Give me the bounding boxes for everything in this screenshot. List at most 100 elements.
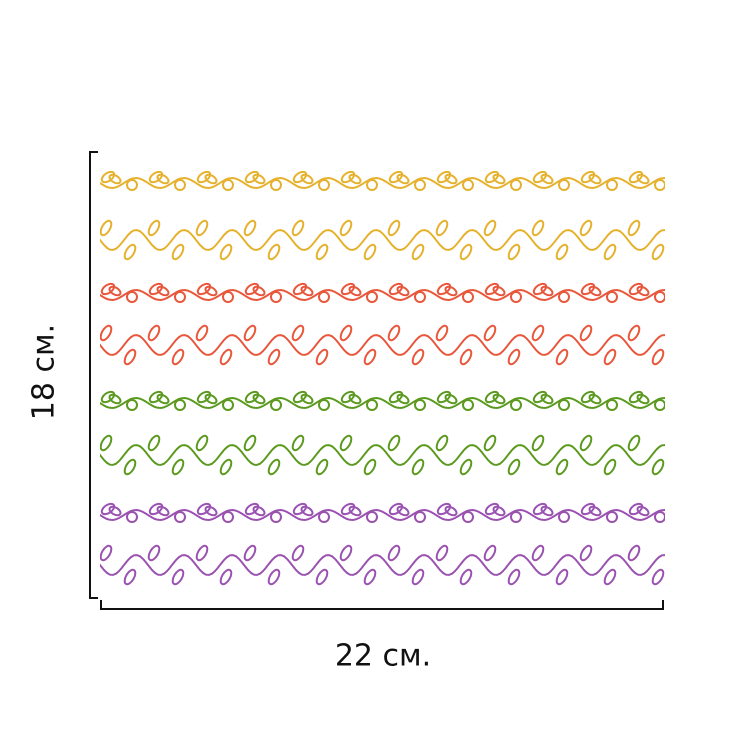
leaf: [291, 544, 305, 562]
leaf: [123, 458, 137, 476]
curl: [606, 291, 618, 303]
width-bracket: [100, 600, 664, 610]
leaf: [555, 458, 569, 476]
leaf: [267, 458, 281, 476]
leaf: [123, 568, 137, 586]
curl: [126, 511, 138, 523]
leaf: [267, 243, 281, 261]
curl: [558, 179, 570, 191]
leaf: [387, 434, 401, 452]
curl: [510, 179, 522, 191]
leaf: [387, 544, 401, 562]
curl: [654, 291, 665, 303]
leaf: [579, 434, 593, 452]
leaf: [676, 170, 692, 185]
leaf: [492, 285, 506, 297]
embroidery-design: [100, 170, 714, 586]
curl: [270, 179, 282, 191]
leaf: [252, 505, 266, 517]
curl: [606, 179, 618, 191]
curl: [510, 291, 522, 303]
leaf: [684, 393, 698, 405]
curl: [270, 399, 282, 411]
leaf: [588, 285, 602, 297]
curl: [414, 179, 426, 191]
leaf: [483, 324, 497, 342]
leaf: [540, 393, 554, 405]
leaf: [100, 324, 113, 342]
leaf: [675, 219, 690, 237]
leaf: [252, 393, 266, 405]
curl: [703, 292, 713, 302]
leaf: [387, 324, 401, 342]
leaf: [243, 434, 257, 452]
leaf: [156, 505, 170, 517]
leaf: [627, 544, 641, 562]
curl: [222, 291, 234, 303]
leaf: [108, 505, 122, 517]
curl: [606, 511, 618, 523]
curl: [126, 179, 138, 191]
leaf: [195, 219, 209, 237]
leaf: [267, 348, 281, 366]
leaf: [339, 324, 353, 342]
leaf: [444, 285, 458, 297]
leaf: [507, 348, 521, 366]
leaf: [195, 544, 209, 562]
height-label: 18 см.: [27, 324, 62, 420]
curl: [558, 511, 570, 523]
curl: [462, 179, 474, 191]
leaf: [300, 505, 314, 517]
leaf: [219, 568, 233, 586]
curl: [174, 511, 186, 523]
leaf: [459, 458, 473, 476]
vine-stem: [100, 334, 665, 356]
leaf: [300, 173, 314, 185]
leaf: [171, 348, 185, 366]
leaf: [483, 544, 497, 562]
vine-stem: [100, 229, 665, 251]
leaf: [348, 285, 362, 297]
leaf: [675, 324, 690, 342]
leaf: [387, 219, 401, 237]
leaf: [291, 219, 305, 237]
leaf: [156, 173, 170, 185]
leaf: [252, 285, 266, 297]
leaf: [348, 173, 362, 185]
leaf: [459, 243, 473, 261]
curl: [654, 179, 665, 191]
leaf: [540, 505, 554, 517]
curl: [654, 511, 665, 523]
leaf: [315, 348, 329, 366]
leaf: [675, 434, 690, 452]
leaf: [147, 324, 161, 342]
curl: [462, 511, 474, 523]
leaf: [651, 348, 665, 366]
leaf: [603, 348, 617, 366]
leaf: [444, 505, 458, 517]
leaf: [676, 502, 692, 517]
curl: [318, 511, 330, 523]
leaf: [396, 505, 410, 517]
leaf: [435, 544, 449, 562]
leaf: [555, 568, 569, 586]
leaf: [315, 458, 329, 476]
leaf: [699, 348, 714, 366]
curl: [414, 399, 426, 411]
leaf: [627, 434, 641, 452]
curl: [414, 511, 426, 523]
leaf: [588, 393, 602, 405]
leaf: [219, 243, 233, 261]
leaf: [627, 219, 641, 237]
leaf: [204, 285, 218, 297]
leaf: [588, 505, 602, 517]
leaf: [531, 544, 545, 562]
leaf: [459, 348, 473, 366]
leaf: [699, 458, 714, 476]
leaf: [267, 568, 281, 586]
leaf: [243, 219, 257, 237]
leaf: [651, 458, 665, 476]
vine-stem: [100, 508, 665, 522]
leaf: [348, 505, 362, 517]
